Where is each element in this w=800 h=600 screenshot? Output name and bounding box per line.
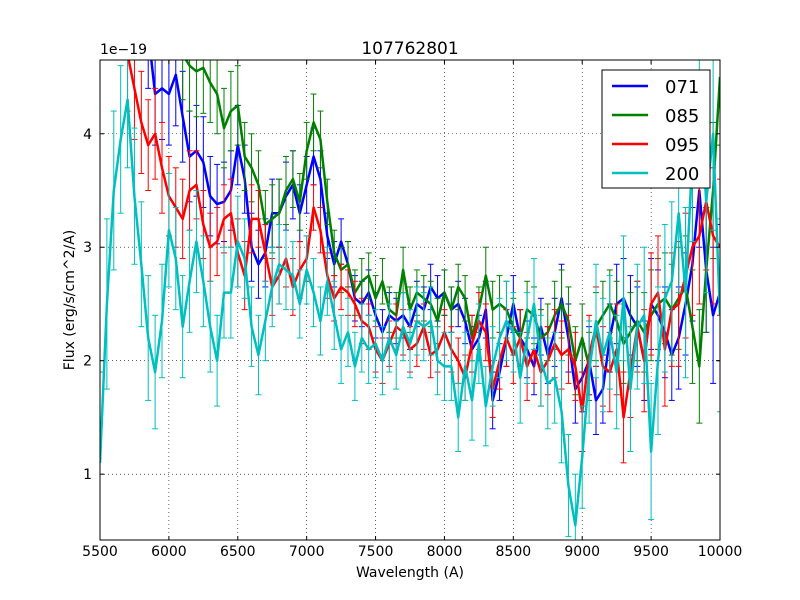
series-layer [100,60,720,540]
legend-label-095: 095 [665,135,699,156]
x-axis-ticks: 5500 6000 6500 7000 7500 8000 8500 9000 9500 1000… [82,60,742,560]
x-tick-label: 6000 [151,544,187,560]
x-tick-label: 8000 [427,544,463,560]
x-tick-label: 8500 [496,544,532,560]
y-tick-label: 2 [83,354,92,370]
y-scale-offset: 1e−19 [100,42,147,58]
x-tick-label: 7000 [289,544,325,560]
y-axis-label: Flux (erg/s/cm^2/A) [62,230,78,370]
chart-title: 107762801 [361,39,458,59]
x-axis-label: Wavelength (A) [356,565,464,581]
y-tick-label: 1 [83,467,92,483]
legend-label-085: 085 [665,106,699,127]
x-tick-label: 6500 [220,544,256,560]
x-tick-label: 5500 [82,544,118,560]
plot-frame [99,59,721,541]
legend-frame [601,69,711,189]
x-tick-label: 9000 [564,544,600,560]
x-tick-label: 7500 [358,544,394,560]
legend-label-071: 071 [665,77,699,98]
y-tick-label: 4 [83,127,92,143]
y-axis-ticks: 1 2 3 4 [83,127,720,483]
series-line-200 [100,75,720,527]
legend: 071 085 095 200 [601,69,711,189]
y-tick-label: 3 [83,240,92,256]
x-tick-label: 9500 [633,544,669,560]
x-tick-label: 10000 [698,544,743,560]
legend-label-200: 200 [665,164,699,185]
